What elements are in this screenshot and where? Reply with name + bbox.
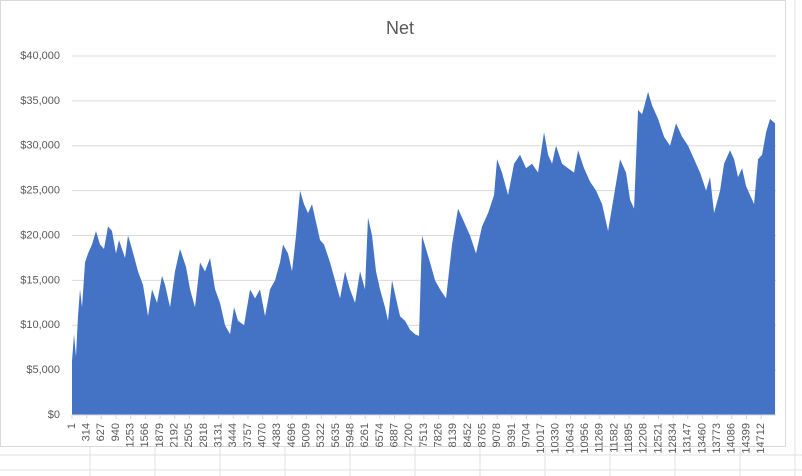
y-tick-label: $25,000 — [20, 185, 60, 197]
x-tick-label: 5948 — [344, 423, 356, 447]
x-tick-label: 3444 — [227, 423, 239, 447]
y-tick-label: $30,000 — [20, 140, 60, 152]
x-tick-label: 10017 — [535, 423, 547, 454]
x-tick-label: 4070 — [257, 423, 269, 447]
x-tick-label: 7826 — [432, 423, 444, 447]
x-tick-label: 314 — [81, 423, 93, 441]
x-tick-label: 6261 — [359, 423, 371, 447]
x-tick-label: 627 — [95, 423, 107, 441]
x-tick-label: 6574 — [374, 423, 386, 447]
y-tick-label: $40,000 — [20, 50, 60, 62]
x-tick-label: 1253 — [125, 423, 137, 447]
y-tick-label: $20,000 — [20, 229, 60, 241]
x-tick-label: 2505 — [183, 423, 195, 447]
x-tick-label: 940 — [110, 423, 122, 441]
area — [72, 91, 776, 416]
y-tick-label: $5,000 — [26, 364, 60, 376]
x-tick-label: 7200 — [403, 423, 415, 447]
x-tick-label: 11269 — [594, 423, 606, 453]
y-tick-label: $0 — [48, 409, 60, 421]
x-tick-label: 12521 — [652, 423, 664, 454]
x-tick-label: 2818 — [198, 423, 210, 447]
x-tick-label: 10956 — [579, 423, 591, 454]
x-tick-label: 1566 — [139, 423, 151, 447]
x-tick-label: 3131 — [213, 423, 225, 447]
x-tick-label: 4383 — [271, 423, 283, 447]
x-tick-label: 10330 — [550, 423, 562, 454]
x-tick-label: 4696 — [286, 423, 298, 447]
x-tick-label: 14086 — [726, 423, 738, 454]
x-tick-label: 14399 — [740, 423, 752, 454]
y-tick-label: $35,000 — [20, 95, 60, 107]
x-tick-label: 5009 — [300, 423, 312, 447]
x-tick-label: 8765 — [476, 423, 488, 447]
x-tick-label: 7513 — [418, 423, 430, 447]
y-tick-label: $10,000 — [20, 319, 60, 331]
x-tick-label: 2192 — [169, 423, 181, 447]
x-tick-label: 11895 — [623, 423, 635, 453]
x-tick-label: 12208 — [638, 423, 650, 454]
chart-title: Net — [386, 18, 414, 38]
x-tick-label: 9078 — [491, 423, 503, 447]
x-tick-label: 10643 — [564, 423, 576, 454]
x-tick-label: 6887 — [388, 423, 400, 447]
x-tick-label: 13147 — [682, 423, 694, 454]
x-tick-label: 1879 — [154, 423, 166, 447]
x-tick-label: 14712 — [755, 423, 767, 454]
x-tick-label: 11582 — [608, 423, 620, 453]
x-tick-label: 5322 — [315, 423, 327, 447]
y-tick-label: $15,000 — [20, 274, 60, 286]
x-tick-label: 12834 — [667, 423, 679, 454]
x-tick-label: 5635 — [330, 423, 342, 447]
x-tick-label: 8139 — [447, 423, 459, 447]
x-tick-label: 9704 — [520, 423, 532, 447]
x-tick-label: 13460 — [696, 423, 708, 454]
x-tick-label: 8452 — [462, 423, 474, 447]
x-tick-label: 9391 — [506, 423, 518, 447]
x-tick-label: 1 — [66, 423, 78, 429]
x-tick-label: 3757 — [242, 423, 254, 447]
x-tick-label: 13773 — [711, 423, 723, 454]
